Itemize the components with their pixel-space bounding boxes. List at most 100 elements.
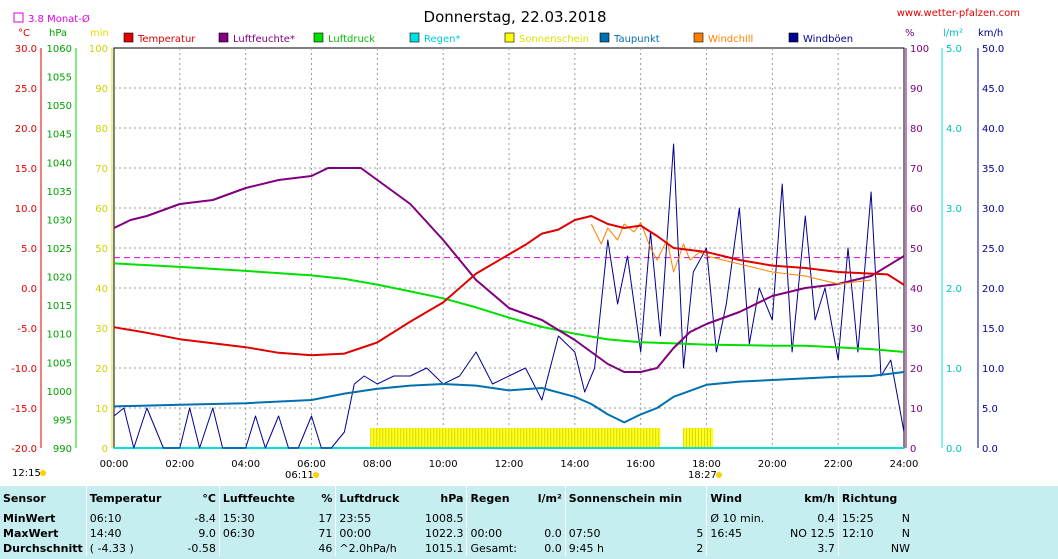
grid (113, 47, 905, 449)
cell-wind-time (706, 541, 778, 556)
rain-tick-label: 4.0 (946, 124, 962, 135)
x-tick-label: 06:00 (297, 459, 326, 470)
humidity-axis-unit: % (905, 28, 915, 39)
x-tick-label: 08:00 (363, 459, 392, 470)
site-link[interactable]: www.wetter-pfalzen.com (897, 8, 1020, 19)
wind-tick-label: 30.0 (982, 204, 1004, 215)
rain-tick-label: 0.0 (946, 444, 962, 455)
humidity-tick-label: 90 (910, 84, 923, 95)
humidity-tick-label: 50 (910, 244, 923, 255)
humidity-tick-label: 30 (910, 324, 923, 335)
cell-sun-value: 5 (696, 527, 704, 540)
cell-sun-time: 07:50 (564, 526, 673, 541)
cell-humidity-time: 06:30 (218, 526, 312, 541)
x-tick-label: 16:00 (626, 459, 655, 470)
cell-rain-time: Gesamt: (466, 541, 530, 556)
humidity-tick-label: 40 (910, 284, 923, 295)
cell-pressure-time: 23:55 (335, 511, 414, 526)
moon-time: 12:15 (12, 468, 41, 479)
legend-label: Regen* (424, 34, 461, 45)
x-tick-label: 20:00 (758, 459, 787, 470)
cell-humidity-time: 15:30 (218, 511, 312, 526)
series-line-temperatur (113, 215, 905, 357)
statistics-panel: Sensor Temperatur °C Luftfeuchte % Luftd… (0, 486, 1058, 559)
series-line-luftfeuchte (113, 167, 905, 373)
temp-tick-label: 20.0 (15, 124, 37, 135)
legend-swatch (313, 32, 324, 43)
cell-sun-value: 2 (696, 542, 704, 555)
legend-label: Sonnenschein (519, 34, 589, 45)
pressure-tick-label: 1050 (47, 101, 72, 112)
cell-humidity-time (218, 541, 312, 556)
x-tick-label: 22:00 (824, 459, 853, 470)
wind-tick-label: 40.0 (982, 124, 1004, 135)
sun-tick-label: 30 (95, 324, 108, 335)
temp-tick-label: -15.0 (11, 404, 37, 415)
cell-pressure-time: 00:00 (335, 526, 414, 541)
month-avg-label: 3.8 Monat-Ø (28, 13, 90, 25)
wind-tick-label: 35.0 (982, 164, 1004, 175)
temp-tick-label: 25.0 (15, 84, 37, 95)
pressure-tick-label: 1005 (47, 358, 72, 369)
wind-tick-label: 20.0 (982, 284, 1004, 295)
sun-tick-label: 10 (95, 404, 108, 415)
wind-tick-label: 25.0 (982, 244, 1004, 255)
temp-tick-label: 0.0 (21, 284, 37, 295)
rain-tick-label: 3.0 (946, 204, 962, 215)
header-humidity: Luftfeuchte (218, 486, 312, 511)
cell-sun-time (564, 511, 673, 526)
pressure-tick-label: 1020 (47, 273, 72, 284)
legend-label: Temperatur (137, 34, 196, 45)
rain-tick-label: 5.0 (946, 44, 962, 55)
wind-axis-unit: km/h (978, 28, 1003, 39)
wind-tick-label: 5.0 (982, 404, 998, 415)
legend-swatch (504, 32, 515, 43)
row-label: MaxWert (3, 527, 59, 540)
x-tick-label: 14:00 (560, 459, 589, 470)
pressure-tick-label: 1015 (47, 301, 72, 312)
cell-pressure-value: 1008.5 (424, 512, 464, 525)
wind-tick-label: 0.0 (982, 444, 998, 455)
cell-temp-time: ( -4.33 ) (85, 541, 179, 556)
sun-tick-label: 0 (102, 444, 108, 455)
humidity-tick-label: 20 (910, 364, 923, 375)
sunrise-time: 06:11 (285, 470, 314, 481)
x-tick-label: 02:00 (165, 459, 194, 470)
sunset-time: 18:27 (688, 470, 717, 481)
cell-pressure-time: ^2.0hPa/h (335, 541, 414, 556)
sun-axis-unit: min (90, 28, 109, 39)
legend-label: Luftfeuchte* (233, 34, 295, 45)
rain-axis-unit: l/m² (943, 28, 963, 39)
pressure-axis-unit: hPa (49, 28, 67, 39)
temp-tick-label: -20.0 (11, 444, 37, 455)
cell-temp-time: 06:10 (85, 511, 179, 526)
cell-pressure-value: 1022.3 (424, 527, 464, 540)
cell-sun-time: 9:45 h (564, 541, 673, 556)
pressure-tick-label: 1000 (47, 387, 72, 398)
cell-rain-value: 0.0 (544, 542, 562, 555)
sunset-icon (716, 472, 722, 478)
x-tick-label: 10:00 (429, 459, 458, 470)
cell-humidity-value: 71 (318, 527, 333, 540)
sun-tick-label: 40 (95, 284, 108, 295)
x-tick-label: 00:00 (100, 459, 129, 470)
cell-rain-time (466, 511, 530, 526)
header-wind: Wind (706, 486, 778, 511)
legend-swatch (693, 32, 704, 43)
pressure-tick-label: 1040 (47, 158, 72, 169)
legend: Temperatur Luftfeuchte* Luftdruck Regen* Son… (123, 32, 853, 45)
sun-tick-label: 100 (89, 44, 108, 55)
wind-tick-label: 45.0 (982, 84, 1004, 95)
plot-area (113, 143, 905, 449)
legend-label: Taupunkt (613, 34, 660, 45)
header-sunshine: Sonnenschein min (564, 486, 707, 511)
legend-swatch (788, 32, 799, 43)
table-row-average: Durchschnitt ( -4.33 ) -0.58 46 ^2.0hPa/… (0, 541, 913, 556)
legend-swatch (409, 32, 420, 43)
header-rain: Regen (466, 486, 530, 511)
chart-title: Donnerstag, 22.03.2018 (424, 8, 607, 26)
cell-direction-value: N (901, 527, 910, 540)
cell-direction-value: N (901, 512, 910, 525)
month-avg-icon (13, 12, 24, 23)
cell-wind-time: 16:45 (706, 526, 778, 541)
